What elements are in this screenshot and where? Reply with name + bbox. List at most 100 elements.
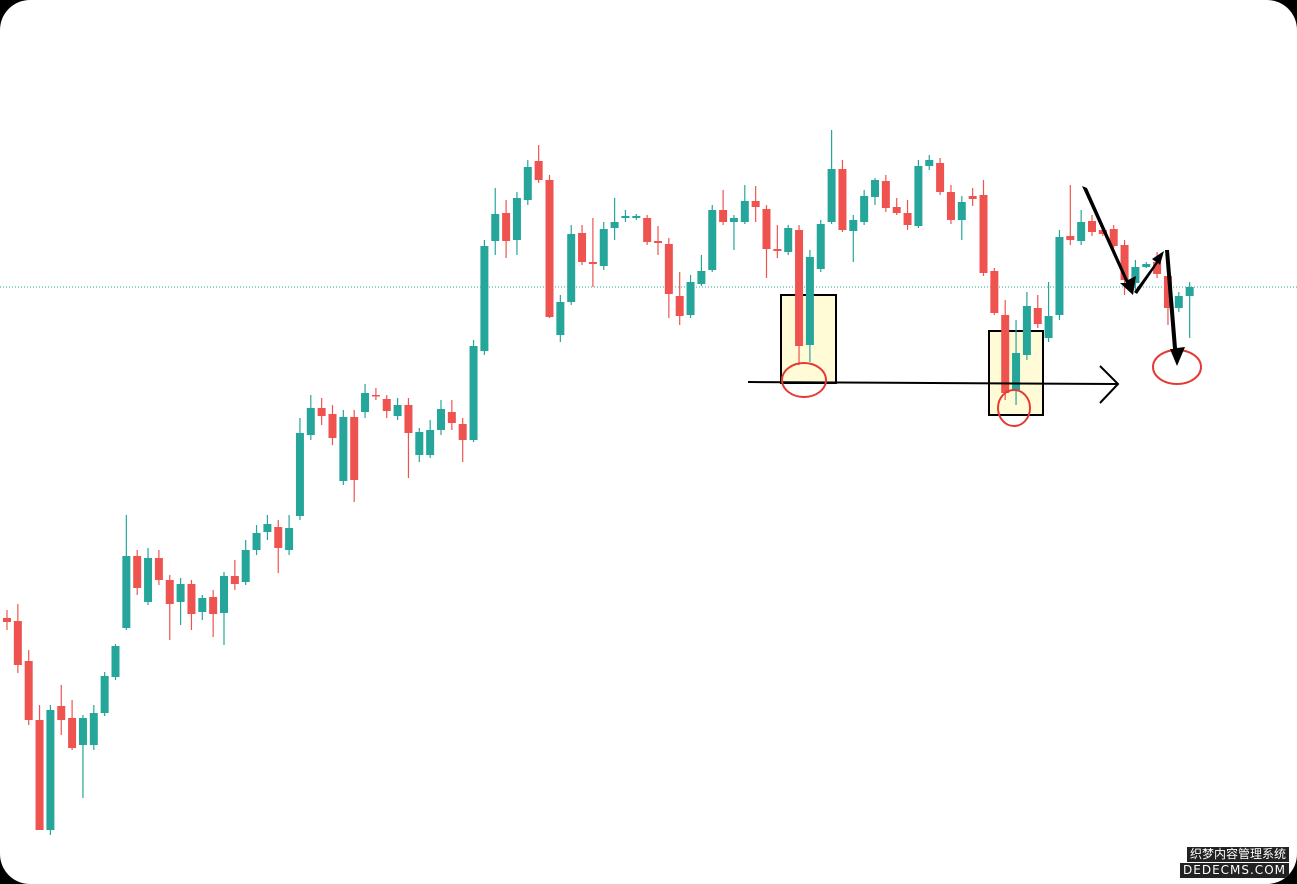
candle-body	[209, 597, 218, 614]
candle-body	[860, 196, 869, 222]
candle-body	[447, 412, 456, 423]
candle-body	[176, 584, 185, 602]
arrow-head	[1099, 365, 1120, 404]
candle-body	[816, 224, 825, 269]
candle-body	[1022, 306, 1031, 355]
candle-body	[46, 710, 55, 830]
up-arrow	[1134, 251, 1164, 294]
candle-body	[556, 302, 565, 335]
candle-body	[100, 676, 109, 713]
candle-body	[588, 262, 597, 264]
candle-body	[252, 533, 261, 550]
candle-body	[654, 241, 662, 243]
candle-body	[567, 234, 576, 302]
candle-body	[295, 433, 304, 516]
candle-body	[643, 218, 652, 242]
candle-body	[719, 210, 728, 222]
candle-body	[686, 282, 695, 315]
candle-body	[1012, 353, 1021, 390]
candle-body	[849, 220, 858, 231]
watermark: DEDECMS.COM	[1180, 863, 1289, 878]
annotations	[747, 186, 1202, 427]
candle-body	[1055, 237, 1064, 315]
candle-body	[122, 556, 131, 628]
down-arrow	[1082, 186, 1136, 295]
candle-body	[632, 216, 641, 218]
candle-body	[990, 271, 999, 313]
candle-body	[24, 661, 33, 720]
candle-body	[914, 166, 923, 226]
candle-body	[274, 527, 283, 548]
candle-body	[773, 249, 782, 251]
candle-body	[664, 244, 673, 294]
candle-body	[892, 207, 901, 213]
candle-body	[1033, 308, 1042, 324]
candle-body	[78, 718, 87, 745]
candle-body	[784, 228, 793, 252]
down-arrow	[1165, 250, 1185, 366]
candle-body	[285, 528, 294, 550]
candle-body	[968, 196, 977, 199]
circle-mark	[997, 389, 1031, 427]
candle-body	[1163, 276, 1172, 308]
candle-body	[306, 408, 315, 435]
candle-body	[1098, 230, 1107, 234]
support-arrow	[747, 381, 1118, 385]
watermark: 织梦内容管理系统	[1186, 847, 1289, 862]
candle-body	[1066, 236, 1075, 240]
candle-body	[13, 621, 22, 665]
candle-body	[165, 580, 174, 604]
candle-body	[838, 169, 847, 230]
candle-body	[111, 646, 120, 677]
candle-body	[230, 576, 239, 584]
candle-body	[979, 195, 988, 273]
candles	[3, 130, 1194, 835]
annotation-boxes	[0, 286, 1297, 416]
candle-body	[957, 202, 966, 220]
candle-body	[1131, 267, 1140, 283]
candle-body	[881, 181, 890, 208]
candle-body	[328, 414, 337, 438]
candle-body	[1120, 245, 1129, 280]
candle-body	[708, 210, 717, 270]
candle-body	[393, 405, 402, 416]
candle-body	[317, 408, 326, 416]
candle-body	[610, 222, 619, 228]
candle-body	[925, 160, 934, 166]
candle-body	[263, 524, 272, 532]
candle-body	[437, 409, 445, 430]
candle-body	[871, 180, 879, 197]
candle-body	[545, 180, 554, 317]
circle-mark	[781, 362, 827, 398]
candle-body	[3, 618, 11, 622]
candle-body	[936, 163, 945, 192]
candle-body	[491, 214, 500, 241]
candle-body	[371, 395, 380, 397]
candle-body	[426, 430, 435, 455]
candle-body	[729, 218, 738, 222]
candle-body	[57, 706, 66, 720]
candle-body	[751, 201, 760, 207]
candle-body	[68, 718, 77, 748]
candle-body	[795, 230, 804, 346]
candle-body	[339, 417, 348, 481]
candle-body	[382, 399, 391, 411]
candle-body	[89, 713, 98, 745]
candle-body	[621, 216, 630, 218]
candle-body	[1109, 229, 1118, 246]
candle-body	[697, 271, 706, 284]
candle-body	[946, 192, 955, 220]
candle-body	[133, 556, 142, 588]
candle-body	[154, 558, 163, 580]
candle-body	[220, 576, 228, 613]
candle-body	[805, 257, 814, 345]
candle-body	[578, 233, 587, 262]
candle-body	[350, 417, 359, 480]
candle-body	[469, 346, 478, 440]
candle-body	[1185, 287, 1194, 296]
candle-body	[512, 198, 521, 240]
candle-body	[404, 405, 413, 433]
